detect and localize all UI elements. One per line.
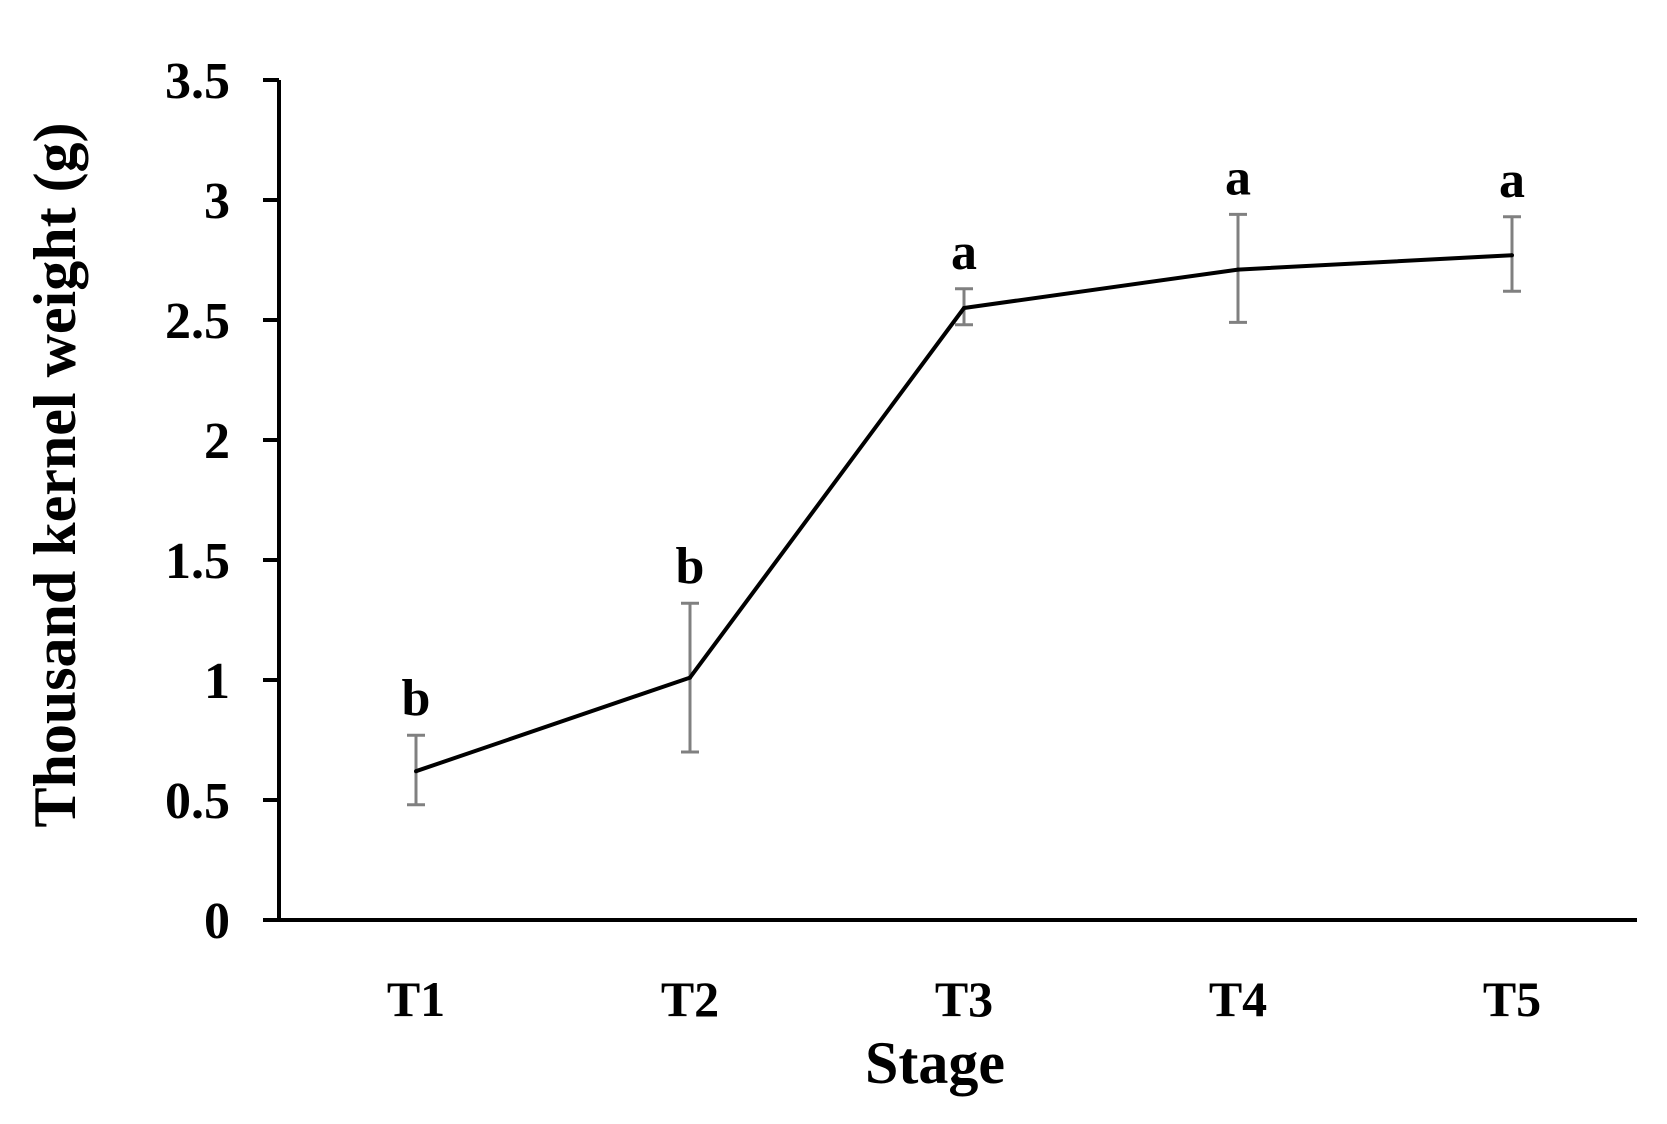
x-tick-label: T1 <box>387 971 445 1027</box>
x-tick-label: T4 <box>1209 971 1267 1027</box>
y-axis-title: Thousand kernel weight (g) <box>22 122 88 827</box>
data-point <box>414 769 418 774</box>
significance-label: b <box>402 670 431 727</box>
significance-label: b <box>676 538 705 595</box>
y-tick-label: 2.5 <box>165 293 230 350</box>
significance-label: a <box>1499 152 1525 209</box>
significance-label: a <box>1225 149 1251 206</box>
x-tick-label: T2 <box>661 971 719 1027</box>
series-line <box>415 253 1513 774</box>
data-point <box>1510 253 1514 258</box>
y-tick-label: 0 <box>204 893 230 950</box>
data-point <box>688 675 692 680</box>
data-point <box>962 306 966 310</box>
data-point <box>1236 267 1240 272</box>
y-tick-label: 3 <box>204 173 230 230</box>
y-tick-label: 3.5 <box>165 53 230 110</box>
x-axis-ticks: T1 T2 T3 T4 T5 <box>387 971 1541 1027</box>
y-tick-label: 1.5 <box>165 533 230 590</box>
y-tick-label: 1 <box>204 653 230 710</box>
significance-label: a <box>951 224 977 281</box>
x-tick-label: T3 <box>935 971 993 1027</box>
y-tick-label: 2 <box>204 413 230 470</box>
series-line-group <box>414 253 1514 774</box>
significance-labels: b b a a a <box>402 149 1525 727</box>
x-tick-label: T5 <box>1483 971 1541 1027</box>
x-axis-title: Stage <box>865 1030 1005 1096</box>
y-tick-label: 0.5 <box>165 773 230 830</box>
y-axis-ticks: 0 0.5 1 1.5 2 2.5 3 3.5 <box>165 53 279 950</box>
